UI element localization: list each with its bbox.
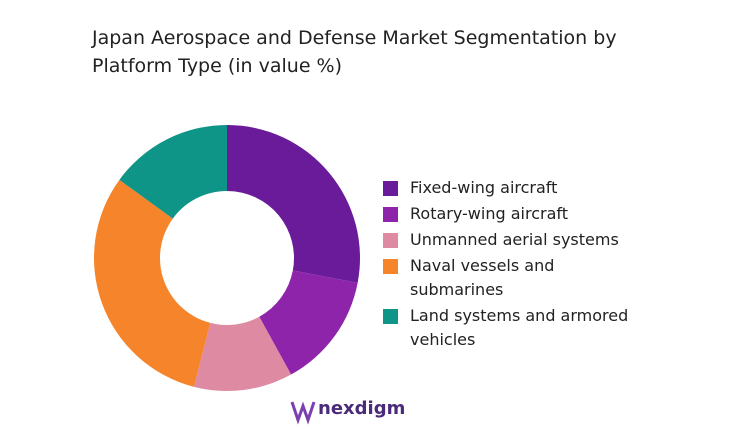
legend-swatch xyxy=(383,207,398,222)
donut-segment xyxy=(227,125,360,283)
legend-label: Naval vessels and submarines xyxy=(410,256,555,299)
logo-icon xyxy=(290,401,316,425)
legend-label: Rotary-wing aircraft xyxy=(410,204,568,223)
legend-label: Unmanned aerial systems xyxy=(410,230,619,249)
donut-segment xyxy=(119,125,227,219)
legend-label: Land systems and armored vehicles xyxy=(410,306,629,349)
legend-item: Naval vessels and submarines xyxy=(383,254,645,302)
legend-item: Land systems and armored vehicles xyxy=(383,304,645,352)
donut-segment xyxy=(193,316,292,392)
legend-swatch xyxy=(383,233,398,248)
legend: Fixed-wing aircraft Rotary-wing aircraft U… xyxy=(383,176,645,354)
donut-segment xyxy=(259,270,358,375)
legend-label: Fixed-wing aircraft xyxy=(410,178,558,197)
legend-item: Rotary-wing aircraft xyxy=(383,202,645,226)
logo-text: nexdigm xyxy=(318,398,406,419)
legend-swatch xyxy=(383,181,398,196)
donut-segment xyxy=(93,179,211,387)
legend-item: Unmanned aerial systems xyxy=(383,228,645,252)
chart-title: Japan Aerospace and Defense Market Segme… xyxy=(92,27,617,77)
legend-item: Fixed-wing aircraft xyxy=(383,176,645,200)
legend-swatch xyxy=(383,259,398,274)
legend-swatch xyxy=(383,309,398,324)
